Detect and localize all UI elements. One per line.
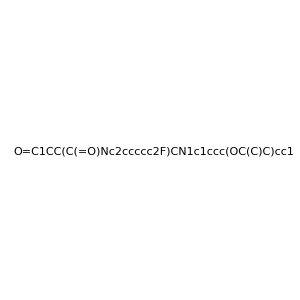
Text: O=C1CC(C(=O)Nc2ccccc2F)CN1c1ccc(OC(C)C)cc1: O=C1CC(C(=O)Nc2ccccc2F)CN1c1ccc(OC(C)C)c… <box>13 146 294 157</box>
